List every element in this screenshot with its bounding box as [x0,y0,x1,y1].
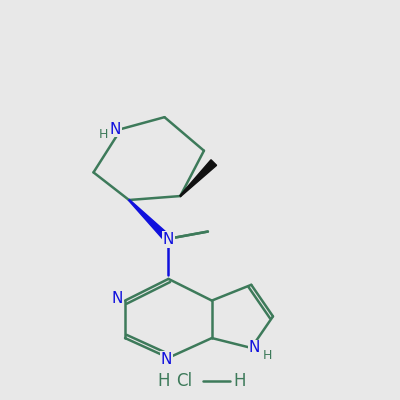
Text: N: N [249,340,260,356]
Text: H: H [263,349,272,362]
Text: H: H [233,372,246,390]
Text: H: H [158,372,170,390]
Polygon shape [180,160,216,196]
Text: H: H [99,128,108,142]
Text: N: N [110,122,121,136]
Text: N: N [163,232,174,247]
Text: Cl: Cl [176,372,192,390]
Text: N: N [112,291,123,306]
Polygon shape [128,200,171,242]
Text: N: N [161,352,172,367]
